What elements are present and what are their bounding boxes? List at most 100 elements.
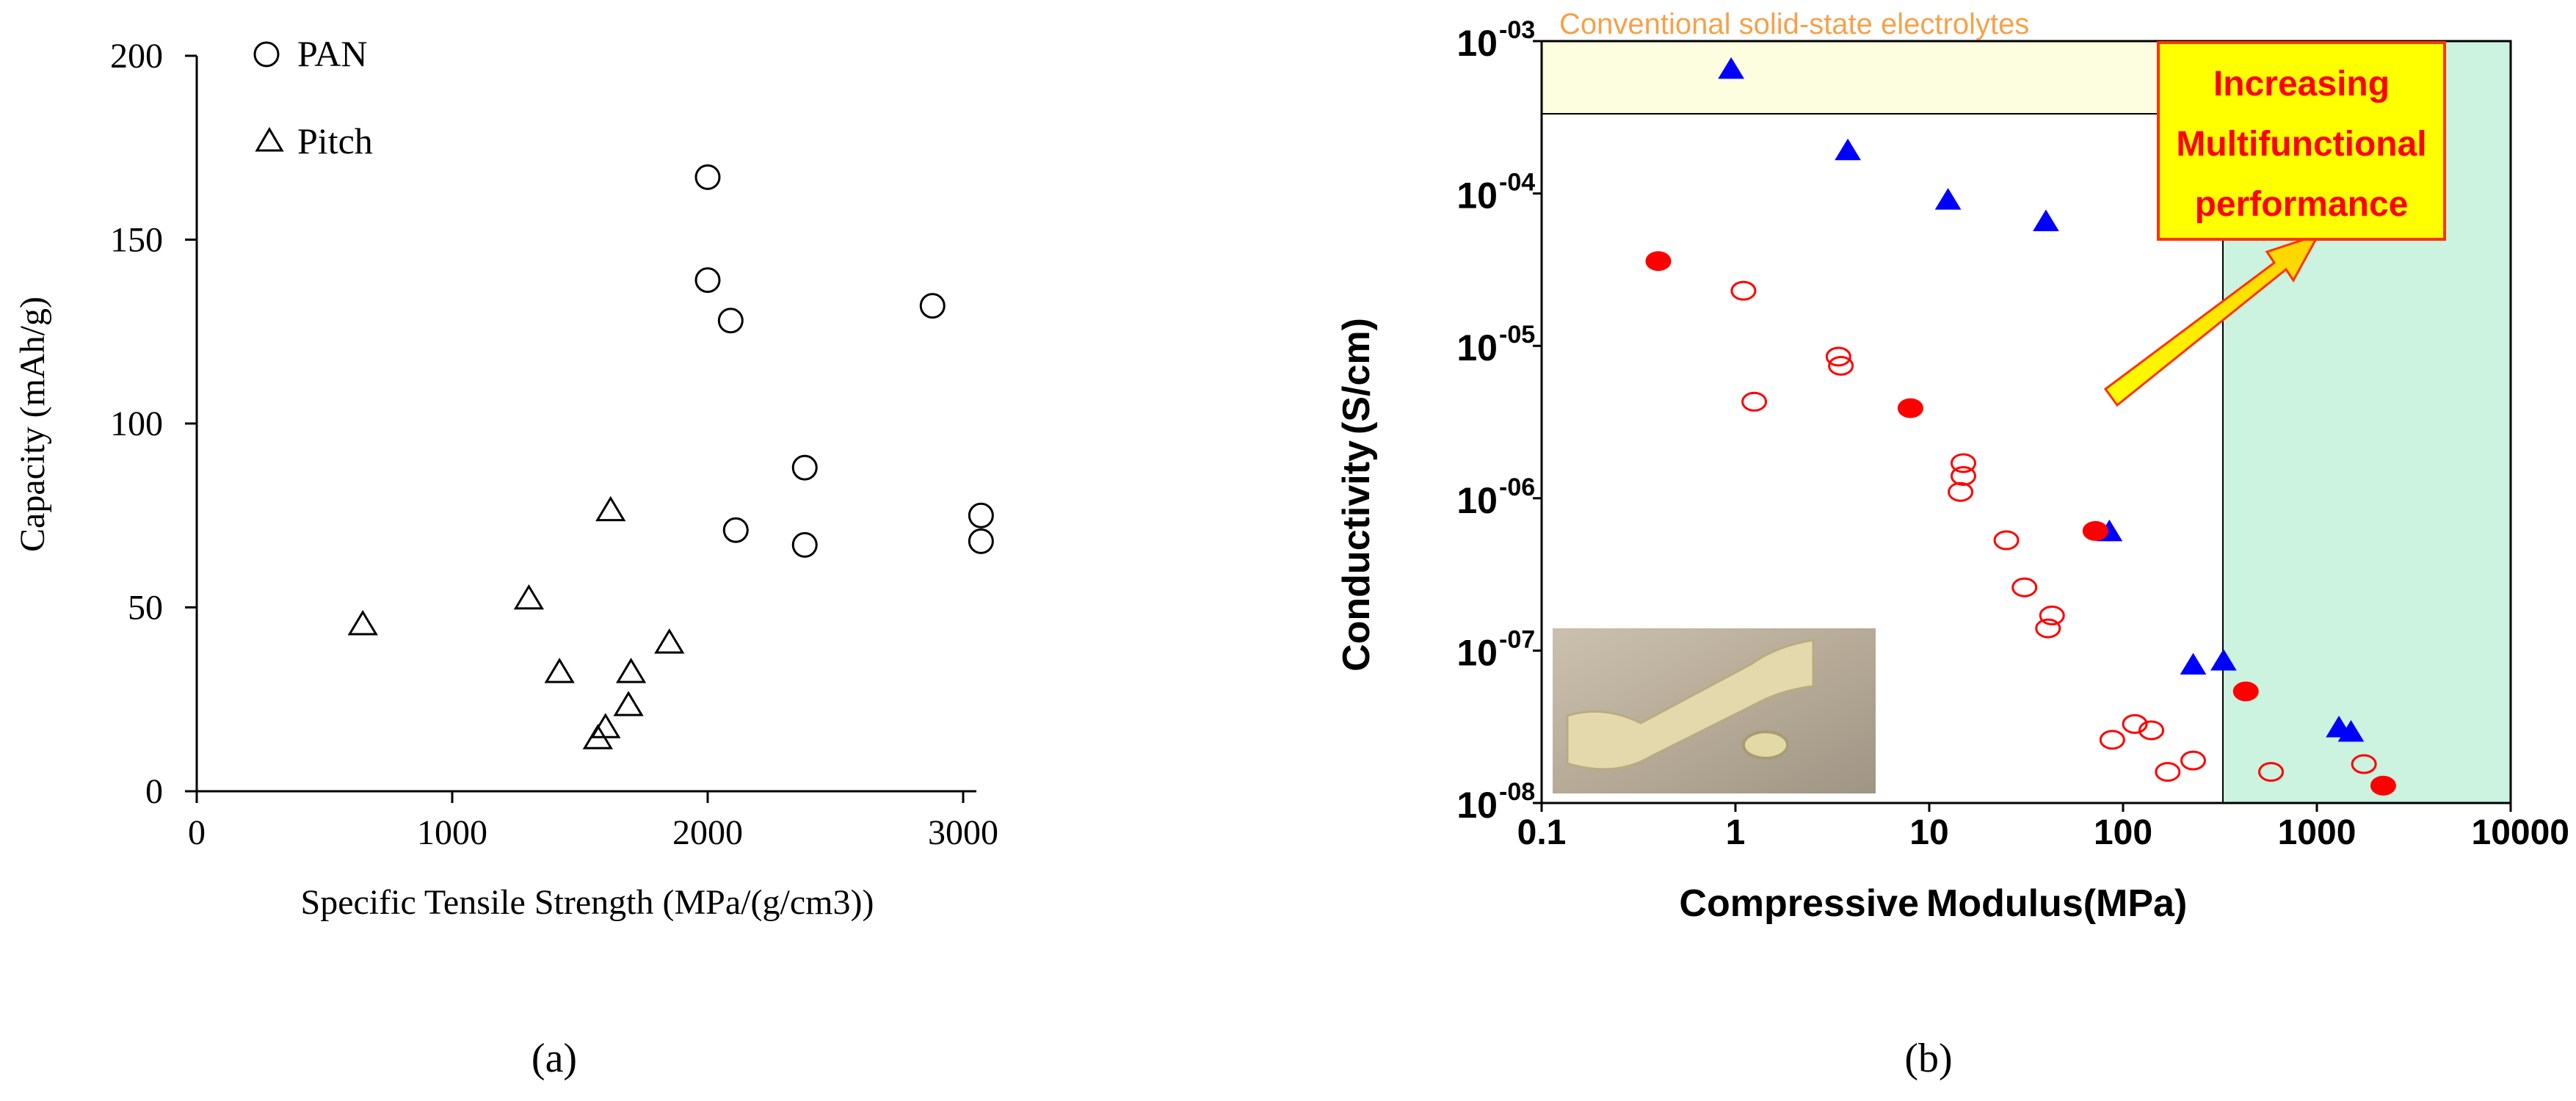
legend-pan-marker (253, 41, 280, 68)
panel-b-y-tick-label: 10 (1456, 480, 1498, 521)
structural-region-label-clip: Conventional structural polymers (2516, 0, 2548, 417)
legend-pan-label: PAN (297, 33, 367, 74)
panel-a-x-ticks: 0 1000 2000 3000 (188, 791, 998, 852)
panel-b-label: (b) (1904, 1036, 1952, 1081)
panel-a-x-tick-label: 2000 (672, 813, 743, 852)
panel-b-x-ticks: 0.1 1 10 100 1000 10000 (1517, 803, 2569, 852)
panel-a-x-axis-label: Specific Tensile Strength (MPa/(g/cm3)) (301, 883, 874, 922)
red-open-circle-point (1828, 355, 1854, 376)
panel-a-label: (a) (531, 1036, 577, 1081)
panel-b-y-tick-label: 10 (1456, 632, 1498, 673)
panel-b-x-tick-label: 1000 (2278, 813, 2357, 852)
red-open-circle-point (1730, 280, 1757, 301)
legend-pitch-marker (255, 127, 284, 152)
panel-a-chart: 0 50 100 150 200 0 1000 2000 3000 PAN Pitch Cap… (13, 33, 998, 1081)
pan-point (694, 164, 721, 190)
blue-triangle-point (1835, 138, 1861, 161)
panel-b-x-tick-label: 1 (1726, 813, 1746, 852)
red-open-circle-point (2122, 713, 2148, 734)
red-open-circle-point (1950, 465, 1976, 486)
panel-b-y-tick-label: 10 (1456, 175, 1498, 217)
dogbone-specimen (1566, 639, 1815, 771)
panel-a-y-tick-label: 200 (110, 37, 163, 76)
pan-point (722, 517, 749, 543)
panel-b-y-tick-exponent: -06 (1499, 473, 1535, 501)
panel-b-y-axis-label-part2: (S/cm) (1335, 318, 1378, 435)
panel-b-y-tick-exponent: -07 (1499, 625, 1535, 653)
red-open-circle-point (1825, 346, 1851, 367)
panel-b-points (1645, 57, 2396, 796)
pitch-point (595, 495, 626, 522)
panel-b-plot-frame (1540, 40, 2512, 804)
pitch-point (347, 610, 378, 636)
panel-a-y-tick-label: 0 (145, 772, 163, 811)
pan-point (968, 528, 994, 554)
pan-point (717, 308, 744, 334)
red-open-circle-point (2155, 762, 2181, 782)
pan-point (791, 454, 818, 481)
panel-b-y-tick-label: 10 (1456, 23, 1498, 64)
pan-point (791, 531, 818, 558)
blue-triangle-point (2337, 720, 2365, 742)
panel-b-x-axis-label-part2: Modulus(MPa) (1926, 882, 2187, 925)
panel-b-x-tick-label: 0.1 (1517, 813, 1567, 852)
blue-triangle-point (2180, 653, 2207, 675)
panel-b-chart: Conventional solid-state electrolytes Co… (1335, 0, 2569, 1081)
pan-point (919, 293, 946, 319)
callout-box (2157, 41, 2446, 241)
red-open-circle-point (2011, 577, 2038, 597)
red-open-circle-point (2039, 606, 2065, 626)
blue-triangle-point (2033, 209, 2059, 231)
panel-b-y-tick-exponent: -03 (1499, 16, 1535, 44)
blue-triangle-point (1934, 188, 1962, 210)
red-open-circle-point (1993, 530, 2020, 550)
callout-line-2: Multifunctional (2176, 125, 2426, 164)
pitch-point (615, 658, 647, 683)
panel-b-y-tick-exponent: -04 (1499, 169, 1535, 197)
pan-point (968, 502, 994, 528)
red-open-circle-point (1948, 482, 1974, 502)
pitch-point (513, 584, 545, 610)
red-open-circle-point (2258, 762, 2285, 782)
panel-a-x-tick-label: 0 (188, 813, 206, 852)
sample-photo-inset (1553, 628, 1876, 793)
structural-region-label: Conventional structural polymers (2516, 0, 2548, 417)
callout-line-3: performance (2195, 185, 2409, 224)
panel-a-points (347, 164, 994, 749)
pitch-point (544, 658, 575, 683)
panel-b-x-axis-label-part1: Compressive (1679, 882, 1919, 925)
panel-a-legend: PAN Pitch (253, 33, 373, 161)
red-open-circle-point (2180, 750, 2206, 771)
pan-point (694, 267, 721, 294)
red-filled-circle-point (2370, 775, 2396, 796)
pitch-point (654, 628, 685, 654)
panel-a-y-tick-label: 100 (110, 404, 163, 443)
panel-b-y-axis-label-part1: Conductivity (1335, 440, 1378, 672)
panel-b-x-tick-label: 10000 (2472, 813, 2569, 852)
panel-b-y-tick-exponent: -08 (1499, 778, 1535, 806)
panel-a-x-tick-label: 3000 (928, 813, 998, 852)
panel-a-y-axis-label: Capacity (mAh/g) (13, 297, 52, 552)
panel-b-x-tick-label: 100 (2094, 813, 2152, 852)
panel-b-y-tick-label: 10 (1456, 785, 1498, 826)
legend-pitch-label: Pitch (297, 120, 373, 161)
pitch-point (613, 691, 644, 716)
red-filled-circle-point (1645, 251, 1672, 272)
red-open-circle-point (2035, 618, 2061, 639)
panel-a-y-tick-label: 50 (128, 589, 163, 628)
red-filled-circle-point (2082, 520, 2108, 541)
red-open-circle-point (1741, 391, 1768, 412)
solid-state-region-label: Conventional solid-state electrolytes (1559, 8, 2029, 40)
disc-specimen (1742, 730, 1789, 760)
panel-a-x-tick-label: 1000 (417, 813, 487, 852)
blue-triangle-point (1718, 57, 1745, 79)
multifunctional-callout: Increasing Multifunctional performance (2103, 41, 2446, 407)
panel-b-y-axis-label: Conductivity (S/cm) (1335, 318, 1378, 672)
red-filled-circle-point (2232, 681, 2259, 702)
panel-a-y-tick-label: 150 (110, 221, 163, 260)
callout-line-1: Increasing (2213, 65, 2390, 103)
panel-b-y-tick-exponent: -05 (1499, 321, 1535, 349)
red-open-circle-point (2351, 754, 2377, 774)
